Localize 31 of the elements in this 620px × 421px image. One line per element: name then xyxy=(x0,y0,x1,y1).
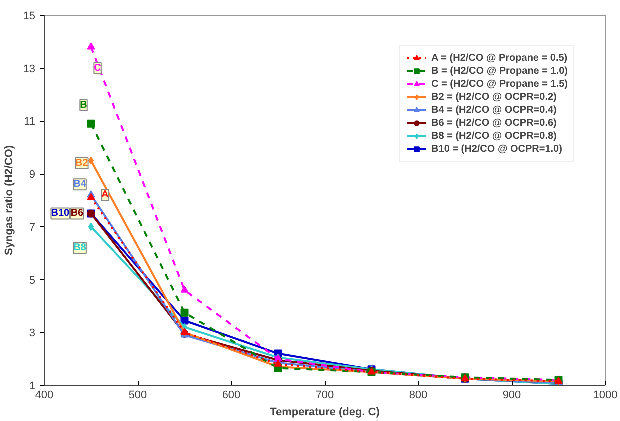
legend-label: B6 = (H2/CO @ OCPR=0.6) xyxy=(432,117,557,129)
y-axis-title: Syngas ratio (H2/CO) xyxy=(3,145,16,256)
annotation: B10 xyxy=(51,208,70,220)
y-tick-label: 9 xyxy=(29,169,36,182)
legend-label: B8 = (H2/CO @ OCPR=0.8) xyxy=(432,130,557,142)
annotation: B xyxy=(80,100,88,111)
y-tick-label: 1 xyxy=(29,380,36,392)
x-tick-label: 700 xyxy=(316,390,334,402)
legend-label: B4 = (H2/CO @ OCPR=0.4) xyxy=(432,104,557,116)
x-tick-label: 900 xyxy=(502,390,522,402)
legend-label: C = (H2/CO @ Propane = 1.5) xyxy=(432,78,568,90)
legend-label: A = (H2/CO @ Propane = 0.5) xyxy=(432,52,568,64)
y-tick-label: 7 xyxy=(29,222,36,234)
x-tick-label: 800 xyxy=(409,390,428,402)
legend-label: B = (H2/CO @ Propane = 1.0) xyxy=(432,65,568,77)
x-tick-label: 400 xyxy=(35,390,54,402)
annotation: A xyxy=(102,190,109,201)
y-tick-label: 11 xyxy=(24,116,36,128)
x-axis-title: Temperature (deg. C) xyxy=(270,406,380,418)
x-tick-label: 600 xyxy=(222,390,241,402)
y-tick-label: 15 xyxy=(23,10,36,22)
x-tick-label: 1000 xyxy=(593,390,618,402)
y-tick-label: 3 xyxy=(29,328,36,340)
x-tick-label: 500 xyxy=(128,390,148,402)
y-tick-label: 5 xyxy=(29,274,36,287)
annotation: B2 xyxy=(76,158,89,169)
annotation: C xyxy=(94,62,102,74)
y-tick-label: 13 xyxy=(23,63,36,76)
annotation: B6 xyxy=(70,208,84,220)
legend-label: B10 = (H2/CO @ OCPR=1.0) xyxy=(432,143,562,155)
legend-label: B2 = (H2/CO @ OCPR=0.2) xyxy=(432,91,557,103)
